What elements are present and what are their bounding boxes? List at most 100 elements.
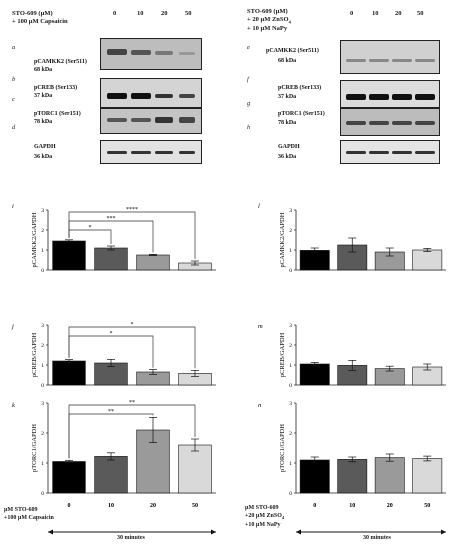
bar-k-0 [52,461,86,494]
bar-l-0 [299,250,330,271]
x-tick-label-n-1: 10 [349,503,355,509]
y-tick-label-m-2: 2 [289,343,292,349]
blot-image-pcreb-left [100,78,202,108]
y-tick-label-l-2: 2 [289,228,292,234]
blot-mass-gapdh-right: 36 kDa [278,154,297,160]
blot-image-pcamkk2-right [340,40,440,74]
right-treatment-line2: + 20 µM ZnSO4 [247,16,291,25]
y-tick-label-k-0: 0 [41,491,44,497]
left-dose-50: 50 [185,10,192,17]
panel-letter-m: m [258,323,263,330]
y-tick-label-i-2: 2 [41,228,44,234]
bar-i-0 [52,240,86,271]
bar-m-0 [299,363,330,386]
y-tick-label-j-0: 0 [41,383,44,389]
blot-letter-f: f [247,76,249,83]
panel-letter-j: j [11,323,14,330]
right-treatment-sub: 4 [288,19,291,25]
y-tick-label-i-1: 1 [41,248,44,254]
bar-k-1 [94,456,128,494]
panel-letter-k: k [12,402,15,409]
bar-n-3 [412,458,443,494]
y-tick-label-n-0: 0 [289,491,292,497]
blot-image-ptorc1-right [340,108,440,136]
blot-mass-h: 78 kDa [278,120,297,126]
x-tick-label-k-2: 20 [150,503,156,509]
bar-l-3 [412,249,443,271]
sig-label-i-0: * [89,225,92,231]
panel-letter-l: l [258,203,260,210]
x-tick-label-n-3: 50 [424,503,430,509]
panel-letter-i: i [12,203,14,210]
x-tick-label-k-3: 50 [192,503,198,509]
blot-image-gapdh-left [100,140,202,164]
x-tick-label-k-1: 10 [108,503,114,509]
x-tick-label-n-0: 0 [313,503,316,509]
blot-mass-c: 37 kDa [34,93,53,99]
blot-protein-a: pCAMKK2 (Ser511) [34,59,87,65]
bottom-left-line1: µM STO-609 [4,507,38,513]
y-tick-label-l-0: 0 [289,268,292,274]
y-tick-label-k-1: 1 [41,461,44,467]
bar-i-1 [94,247,128,271]
y-label-j: pCREB/GAPDH [31,332,38,377]
y-tick-label-j-1: 1 [41,363,44,369]
left-treatment-line2: + 100 µM Capsaicin [12,18,68,25]
y-label-k: pTORC1/GAPDH [31,424,38,472]
y-tick-label-n-3: 3 [289,401,292,407]
blot-protein-h: pTORC1 (Ser151) [278,111,325,117]
right-dose-0: 0 [350,10,354,17]
blot-letter-h: h [247,124,251,131]
y-label-i: pCAMKK2/GAPDH [31,212,38,267]
bottom-right-duration: 30 minutes [363,535,391,541]
blot-image-gapdh-right [340,140,440,164]
y-tick-label-k-2: 2 [41,431,44,437]
right-dose-20: 20 [395,10,402,17]
right-dose-50: 50 [417,10,424,17]
right-dose-10: 10 [372,10,379,17]
sig-bracket-j-1 [68,326,196,369]
y-tick-label-i-0: 0 [41,268,44,274]
sig-label-i-2: **** [126,207,138,213]
bar-j-0 [52,360,86,386]
bottom-right-sub: 4 [281,515,285,521]
y-tick-label-l-3: 3 [289,208,292,214]
bar-n-1 [337,459,368,494]
bottom-left-duration: 30 minutes [117,535,145,541]
duration-arrow-left-head-left [48,529,53,535]
blot-mass-g: 37 kDa [278,94,297,100]
panel-letter-n: n [258,402,261,409]
y-tick-label-i-3: 3 [41,208,44,214]
blot-image-pcreb-right [340,80,440,108]
bottom-right-line2: +20 µM ZnSO4 [245,513,285,521]
bottom-left-line2: +100 µM Capsaicin [4,515,54,521]
blot-protein-e: pCAMKK2 (Ser511) [266,48,319,54]
blot-letter-g: g [247,100,251,107]
blot-letter-b: b [12,76,16,83]
left-dose-0: 0 [113,10,117,17]
blot-protein-g: pCREB (Ser133) [278,85,322,91]
sig-label-k-0: ** [108,409,114,415]
blot-mass-gapdh-left: 36 kDa [34,154,53,160]
sig-label-j-1: * [131,322,134,328]
blot-protein-c: pCREB (Ser133) [34,85,78,91]
blot-letter-a: a [12,44,16,51]
duration-arrow-right-head-right [441,529,446,535]
blot-protein-d: pTORC1 (Ser151) [34,111,81,117]
y-tick-label-n-1: 1 [289,461,292,467]
right-treatment-line3: + 10 µM NaPy [247,25,288,32]
blot-letter-c: c [12,96,15,103]
bottom-right-line1: µM STO-609 [245,505,279,511]
blot-protein-gapdh-left: GAPDH [34,144,56,150]
blot-protein-gapdh-right: GAPDH [278,144,300,150]
bar-n-2 [374,457,405,494]
duration-arrow-right-head-left [296,529,301,535]
y-label-m: pCREB/GAPDH [279,332,286,377]
left-treatment-line1: STO-609 (µM) [12,10,53,17]
y-label-l: pCAMKK2/GAPDH [279,212,286,267]
bar-i-2 [136,254,170,271]
sig-label-k-1: ** [129,400,135,406]
bar-k-3 [178,444,212,494]
